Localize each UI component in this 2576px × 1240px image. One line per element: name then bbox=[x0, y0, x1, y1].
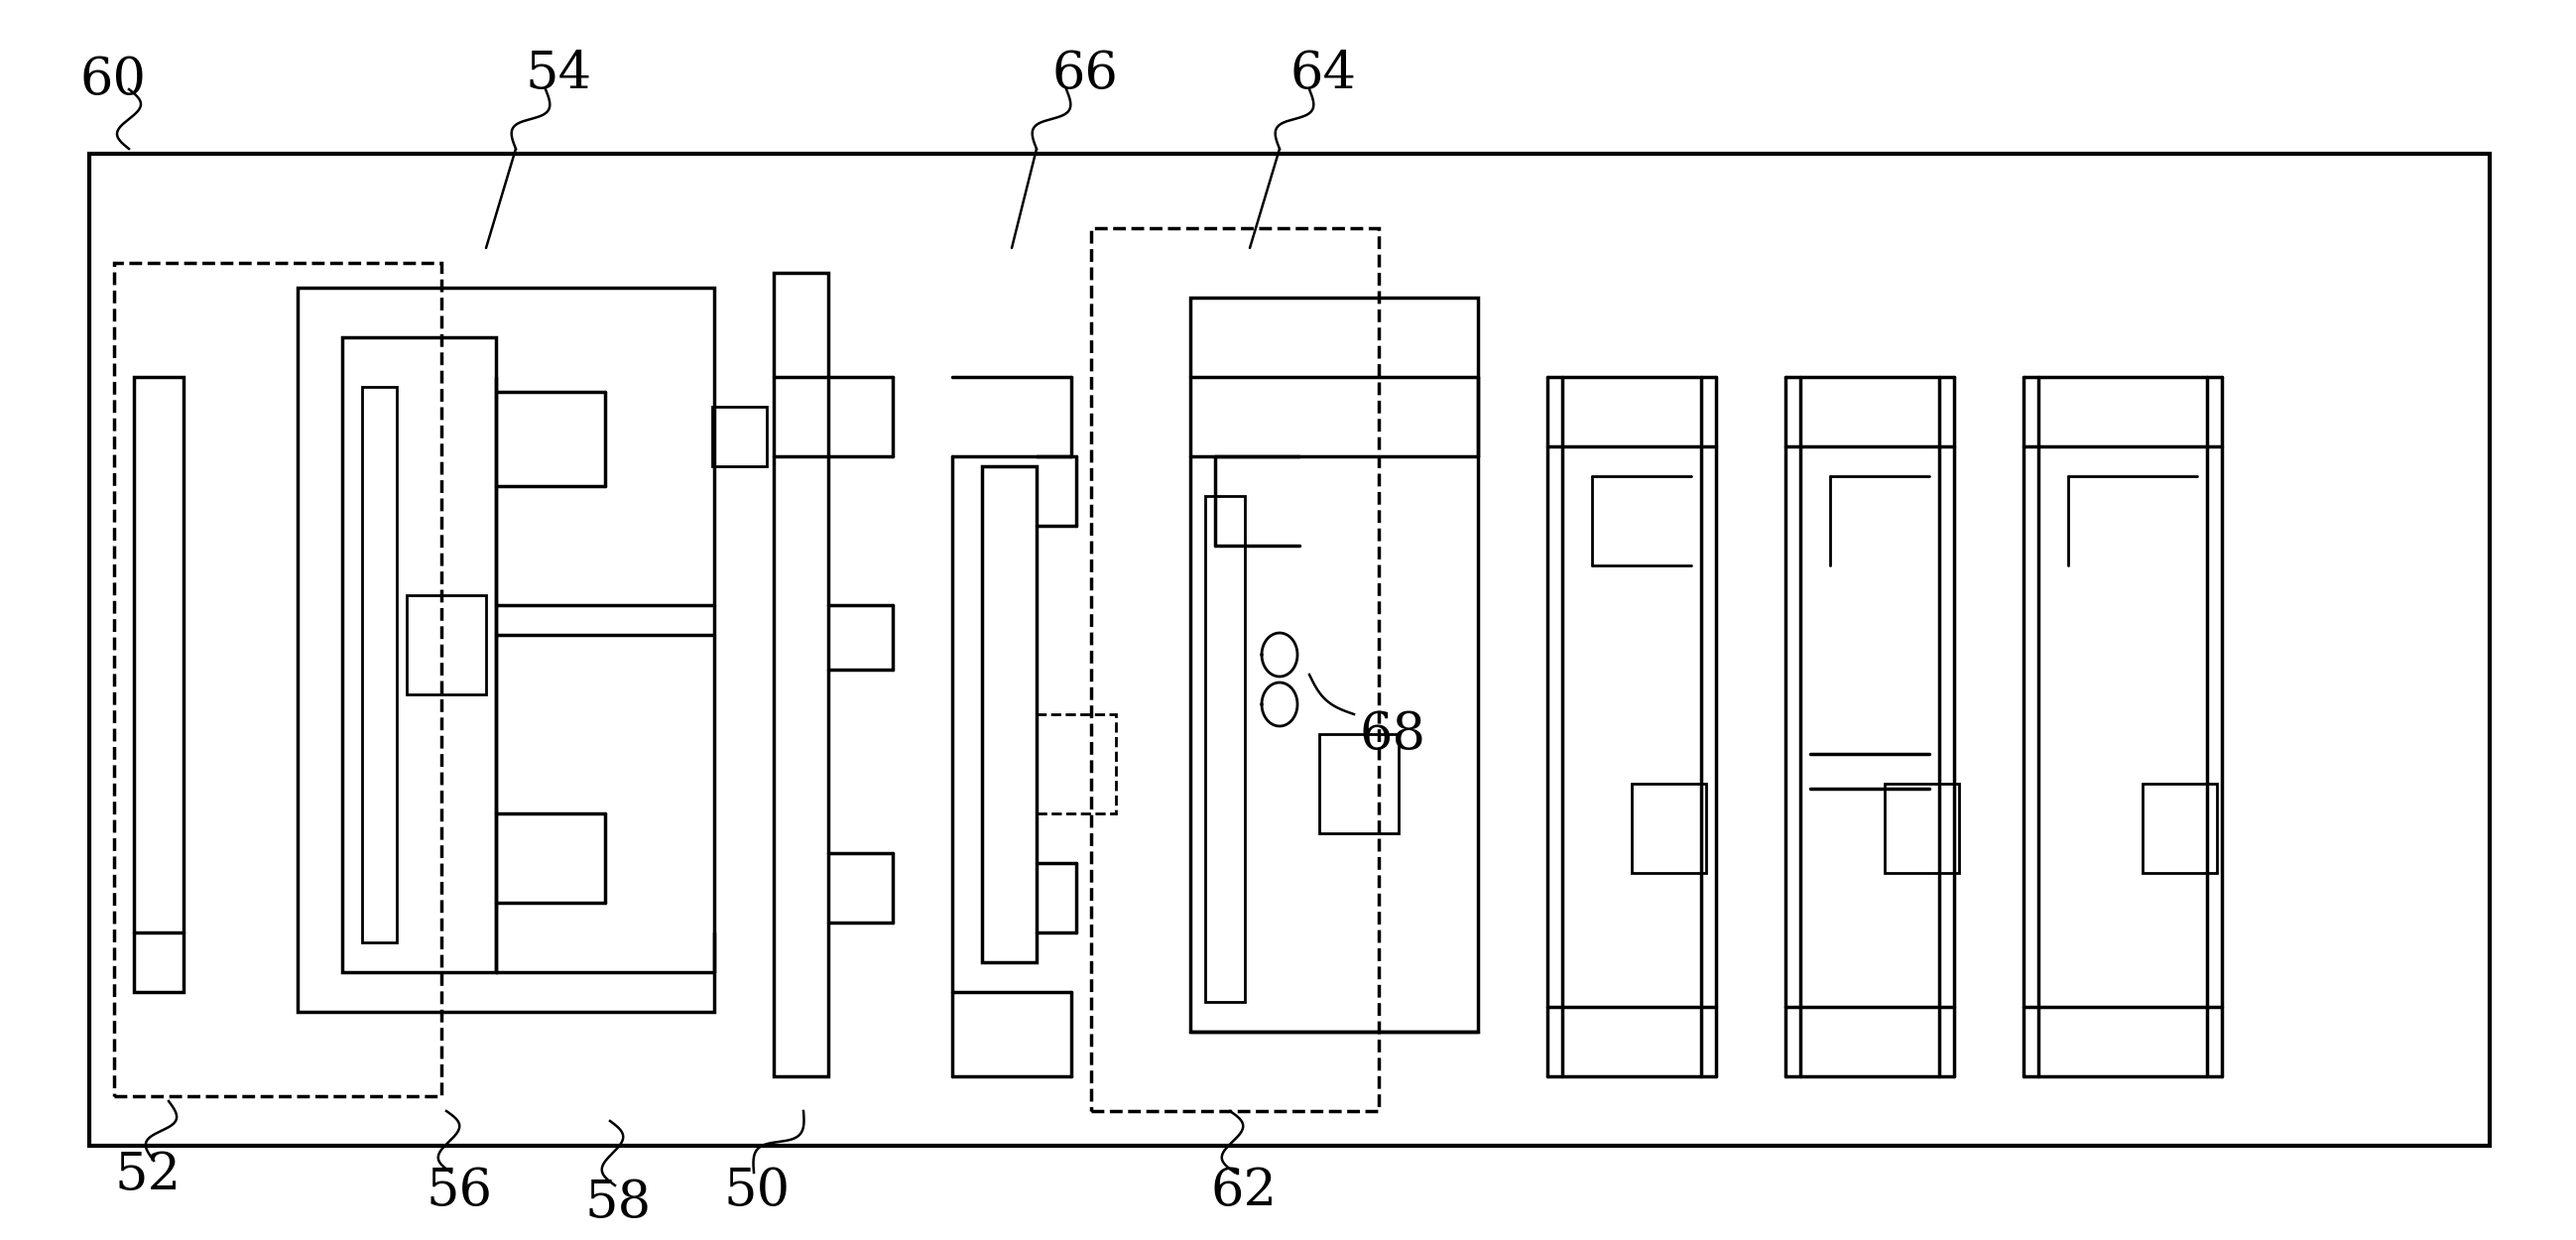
Bar bbox=[343, 337, 497, 972]
Bar bbox=[981, 466, 1036, 962]
Bar bbox=[1319, 734, 1399, 833]
Text: 64: 64 bbox=[1291, 50, 1355, 99]
Bar bbox=[113, 263, 440, 1096]
Text: 66: 66 bbox=[1051, 50, 1118, 99]
Bar bbox=[711, 407, 768, 466]
Bar bbox=[363, 387, 397, 942]
Bar bbox=[1036, 714, 1115, 813]
Text: 60: 60 bbox=[80, 55, 147, 104]
Bar bbox=[773, 273, 829, 1076]
Bar bbox=[407, 595, 487, 694]
Bar bbox=[1886, 784, 1958, 873]
Text: 56: 56 bbox=[428, 1166, 492, 1215]
Bar bbox=[299, 288, 714, 1012]
Bar bbox=[1631, 784, 1705, 873]
Text: 50: 50 bbox=[724, 1166, 791, 1215]
Text: 54: 54 bbox=[526, 50, 592, 99]
Bar bbox=[1206, 496, 1244, 1002]
Text: 62: 62 bbox=[1211, 1166, 1278, 1215]
Bar bbox=[90, 154, 2488, 1146]
Text: 68: 68 bbox=[1360, 709, 1425, 759]
Bar bbox=[1092, 228, 1378, 1111]
Bar bbox=[2143, 784, 2218, 873]
Text: 58: 58 bbox=[585, 1177, 652, 1228]
Text: 52: 52 bbox=[113, 1151, 180, 1200]
Bar bbox=[1190, 298, 1479, 1032]
Bar bbox=[134, 377, 183, 992]
